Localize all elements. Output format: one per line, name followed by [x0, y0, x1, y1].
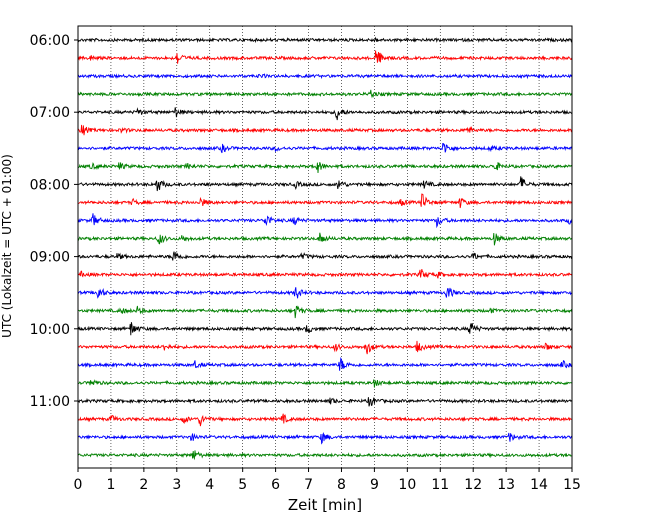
trace-row-0930	[77, 287, 573, 299]
trace-line	[77, 397, 573, 407]
y-tick-label: 07:00	[30, 105, 70, 121]
trace-line	[77, 287, 573, 299]
trace-line	[77, 124, 573, 136]
trace-row-0830	[77, 213, 573, 229]
x-tick-label: 9	[370, 477, 379, 493]
trace-row-1015	[77, 340, 573, 355]
trace-line	[77, 379, 572, 388]
trace-row-1130	[77, 432, 573, 445]
trace-row-0900	[77, 251, 573, 261]
trace-line	[77, 232, 573, 246]
x-tick-label: 13	[497, 477, 515, 493]
x-axis-ticks: 0 1 2 3 4 5 6 7 8 9 10 11 12 13 14 15	[74, 468, 581, 493]
trace-row-1045	[77, 379, 572, 388]
trace-line	[77, 73, 573, 80]
y-tick-label: 11:00	[30, 394, 70, 410]
trace-row-1115	[77, 413, 573, 427]
plot-frame	[77, 25, 573, 469]
trace-line	[77, 89, 573, 99]
trace-line	[77, 413, 573, 427]
trace-line	[77, 162, 573, 173]
trace-row-0845	[77, 232, 573, 246]
x-tick-label: 11	[431, 477, 449, 493]
y-axis-ticks: 06:00 07:00 08:00 09:00 10:00 11:00	[30, 33, 78, 410]
trace-row-0730	[77, 143, 573, 154]
y-tick-label: 10:00	[30, 322, 70, 338]
x-tick-label: 4	[205, 477, 214, 493]
trace-row-1145	[77, 450, 573, 461]
trace-row-0700	[77, 107, 573, 121]
trace-row-0745	[77, 162, 573, 173]
trace-line	[77, 176, 573, 192]
trace-row-0800	[77, 176, 573, 192]
x-tick-label: 14	[530, 477, 548, 493]
trace-row-0715	[77, 124, 573, 136]
trace-row-1100	[77, 397, 573, 407]
x-tick-label: 3	[172, 477, 181, 493]
trace-line	[77, 143, 573, 154]
trace-line	[77, 193, 573, 209]
x-tick-label: 6	[271, 477, 280, 493]
trace-row-0630	[77, 73, 573, 80]
y-tick-label: 08:00	[30, 177, 70, 193]
trace-line	[77, 340, 573, 355]
y-tick-label: 06:00	[30, 33, 70, 49]
trace-line	[77, 450, 573, 461]
x-tick-label: 5	[238, 477, 247, 493]
x-tick-label: 0	[74, 477, 83, 493]
x-tick-label: 7	[304, 477, 313, 493]
y-axis-label: UTC (Lokalzeit = UTC + 01:00)	[0, 154, 14, 338]
trace-row-1000	[77, 322, 573, 336]
trace-row-0945	[77, 305, 573, 319]
trace-line	[77, 107, 573, 121]
trace-row-1030	[77, 356, 572, 371]
trace-line	[77, 322, 573, 336]
trace-line	[77, 50, 573, 64]
x-tick-label: 2	[139, 477, 148, 493]
trace-line	[77, 432, 573, 445]
trace-rows	[77, 36, 573, 461]
x-tick-label: 15	[563, 477, 581, 493]
trace-row-0600	[77, 36, 573, 44]
trace-line	[77, 356, 572, 371]
trace-line	[77, 213, 573, 229]
y-tick-label: 09:00	[30, 250, 70, 266]
trace-row-0645	[77, 89, 573, 99]
trace-line	[77, 305, 573, 319]
x-tick-label: 8	[337, 477, 346, 493]
trace-row-0615	[77, 50, 573, 64]
trace-row-0915	[77, 269, 573, 279]
x-axis-label: Zeit [min]	[288, 496, 362, 514]
trace-line	[77, 251, 573, 261]
x-tick-label: 12	[464, 477, 482, 493]
trace-line	[77, 36, 573, 44]
x-tick-label: 1	[106, 477, 115, 493]
trace-line	[77, 269, 573, 279]
trace-row-0815	[77, 193, 573, 209]
x-tick-label: 10	[398, 477, 416, 493]
